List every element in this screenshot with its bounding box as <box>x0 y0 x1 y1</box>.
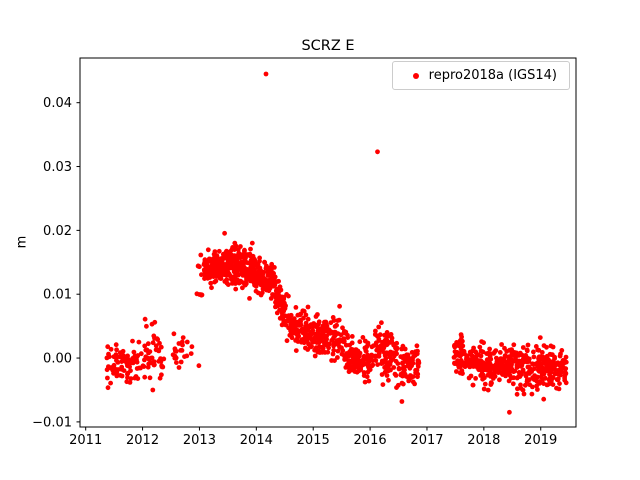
chart-title: SCRZ E <box>301 38 355 54</box>
svg-text:0.00: 0.00 <box>43 352 72 367</box>
svg-text:2011: 2011 <box>69 433 102 448</box>
legend: repro2018a (IGS14) <box>391 61 570 90</box>
svg-text:2012: 2012 <box>126 433 159 448</box>
svg-text:2015: 2015 <box>297 433 330 448</box>
legend-dot-icon <box>412 72 419 79</box>
svg-text:0.01: 0.01 <box>43 288 72 303</box>
svg-text:2013: 2013 <box>183 433 216 448</box>
legend-label: repro2018a (IGS14) <box>428 68 557 83</box>
svg-text:2014: 2014 <box>240 433 273 448</box>
svg-text:0.04: 0.04 <box>43 96 72 111</box>
svg-text:2017: 2017 <box>410 433 443 448</box>
svg-text:0.02: 0.02 <box>43 224 72 239</box>
svg-text:2019: 2019 <box>524 433 557 448</box>
svg-text:2016: 2016 <box>354 433 387 448</box>
svg-text:2018: 2018 <box>467 433 500 448</box>
svg-text:0.03: 0.03 <box>43 160 72 175</box>
svg-text:−0.01: −0.01 <box>32 415 72 430</box>
